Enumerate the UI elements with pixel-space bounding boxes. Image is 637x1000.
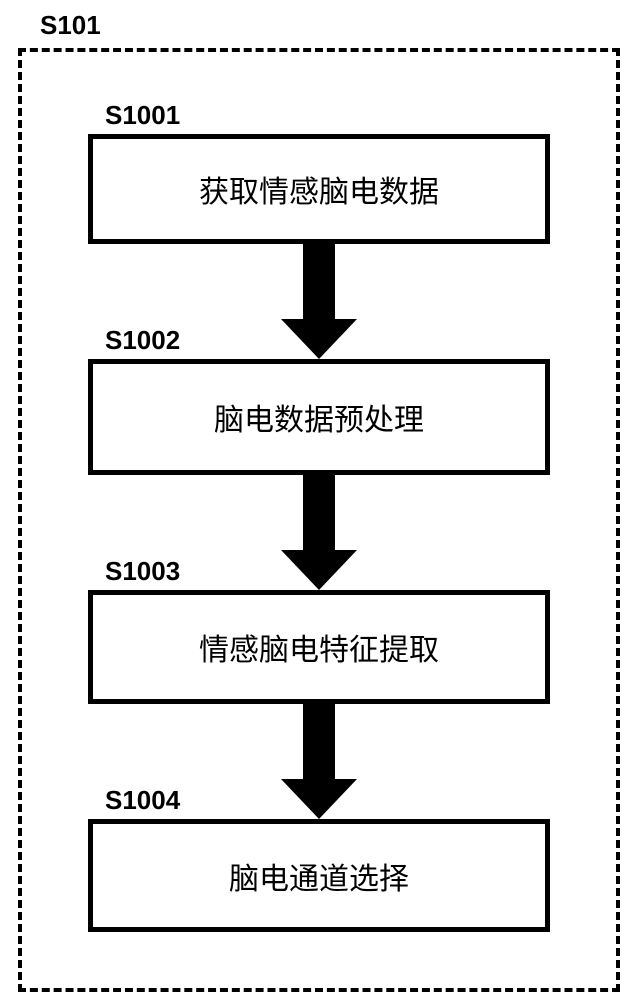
step-box-S1003: 情感脑电特征提取 <box>88 590 550 704</box>
step-box-S1001: 获取情感脑电数据 <box>88 134 550 244</box>
step-box-S1004: 脑电通道选择 <box>88 819 550 932</box>
step-text: 脑电数据预处理 <box>214 395 424 439</box>
outer-label: S101 <box>40 10 101 41</box>
step-label-S1002: S1002 <box>105 325 180 356</box>
step-label-S1001: S1001 <box>105 100 180 131</box>
step-label-S1004: S1004 <box>105 785 180 816</box>
step-label-S1003: S1003 <box>105 556 180 587</box>
arrow-down-icon <box>281 244 357 359</box>
arrow-down-icon <box>281 475 357 590</box>
step-text: 脑电通道选择 <box>229 854 409 898</box>
flowchart-canvas: S101 S1001 获取情感脑电数据 S1002 脑电数据预处理 S1003 情感脑电特… <box>0 0 637 1000</box>
arrow-down-icon <box>281 704 357 819</box>
step-text: 获取情感脑电数据 <box>199 167 439 211</box>
step-text: 情感脑电特征提取 <box>199 625 439 669</box>
step-box-S1002: 脑电数据预处理 <box>88 359 550 475</box>
